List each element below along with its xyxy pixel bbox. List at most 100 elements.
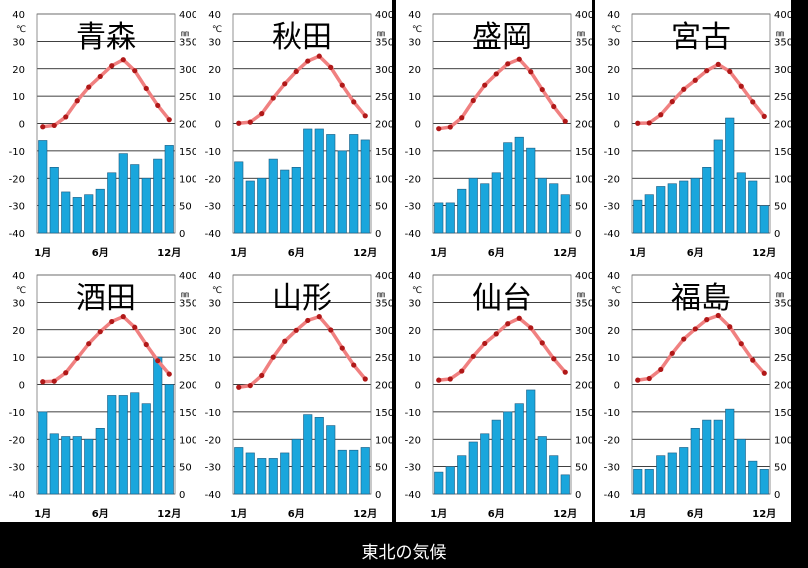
temp-tick-label: 40 (607, 271, 620, 282)
precip-bar-month-4 (468, 177, 478, 234)
temp-unit-label: ℃ (611, 25, 621, 35)
precip-tick-label: 0 (179, 229, 185, 240)
chart-panel-4: 403020100-10-20-30-40℃400350300250200150… (595, 0, 793, 261)
precip-tick-label: 50 (375, 202, 388, 213)
precip-tick-label: 400 (179, 10, 198, 21)
temp-tick-label: 40 (408, 10, 421, 21)
temp-point-month-7 (505, 61, 511, 67)
precip-bar-month-3 (257, 177, 267, 234)
temp-point-month-1 (236, 120, 242, 126)
temp-tick-label: 0 (215, 120, 221, 131)
precip-tick-label: 350 (575, 37, 594, 48)
precip-bar-month-6 (95, 188, 105, 234)
precip-tick-label: 250 (774, 92, 793, 103)
temp-point-month-8 (316, 53, 322, 59)
temp-point-month-11 (750, 357, 756, 363)
chart-title: 山形 (272, 281, 332, 316)
temp-point-month-10 (143, 341, 149, 348)
temp-point-month-3 (259, 372, 265, 379)
month-tick-label: 6月 (687, 508, 704, 520)
precip-bar-month-12 (360, 139, 370, 234)
temp-point-month-11 (351, 362, 357, 368)
precip-tick-label: 0 (575, 490, 581, 501)
month-tick-label: 12月 (752, 247, 776, 259)
temp-point-month-12 (761, 113, 767, 119)
temp-tick-label: 30 (208, 298, 221, 309)
temp-point-month-8 (715, 312, 721, 319)
precip-bar-month-12 (164, 145, 174, 234)
chart-panel-1: 403020100-10-20-30-40℃400350300250200150… (0, 0, 198, 261)
precip-bar-month-3 (257, 458, 267, 495)
precip-bar-month-6 (491, 172, 501, 234)
precip-bar-month-11 (349, 134, 359, 234)
precip-tick-label: 50 (575, 463, 588, 474)
precip-bar-month-5 (679, 447, 689, 495)
temp-tick-label: 30 (12, 37, 25, 48)
precip-tick-label: 50 (179, 202, 192, 213)
month-tick-label: 1月 (230, 247, 247, 259)
temp-tick-label: 20 (607, 65, 620, 76)
temp-point-month-8 (516, 56, 522, 62)
temp-point-month-5 (681, 336, 687, 342)
precip-tick-label: 150 (179, 408, 198, 419)
precip-tick-label: 0 (774, 490, 780, 501)
precip-tick-label: 350 (179, 298, 198, 309)
precip-bar-month-5 (84, 438, 94, 495)
month-tick-label: 6月 (488, 508, 505, 520)
temp-point-month-3 (63, 370, 69, 376)
precip-unit-label: ㎜ (181, 29, 189, 38)
precip-tick-label: 400 (774, 271, 793, 282)
temp-tick-label: -10 (9, 408, 25, 419)
precip-bar-month-3 (61, 191, 71, 234)
temp-tick-label: 10 (607, 353, 620, 364)
precip-bar-month-2 (245, 452, 255, 495)
precip-tick-label: 150 (575, 147, 594, 158)
temp-unit-label: ℃ (412, 286, 422, 296)
precip-tick-label: 250 (375, 353, 394, 364)
precip-bar-month-2 (644, 469, 654, 495)
temp-point-month-2 (646, 375, 652, 382)
precip-unit-label: ㎜ (577, 290, 585, 299)
precip-tick-label: 100 (375, 435, 394, 446)
temp-point-month-12 (362, 113, 368, 119)
precip-bar-month-9 (526, 147, 536, 234)
precip-bar-month-4 (268, 158, 278, 234)
temp-point-month-10 (539, 340, 545, 346)
temp-point-month-6 (97, 73, 103, 80)
temp-point-month-3 (63, 114, 69, 120)
temp-point-month-4 (470, 97, 476, 104)
month-tick-label: 12月 (157, 508, 181, 520)
precip-tick-label: 0 (179, 490, 185, 501)
temp-point-month-2 (447, 124, 453, 130)
precip-tick-label: 150 (575, 408, 594, 419)
precip-bar-month-8 (118, 153, 128, 234)
precip-bar-month-1 (234, 447, 244, 495)
precip-unit-label: ㎜ (577, 29, 585, 38)
temp-tick-label: 30 (607, 37, 620, 48)
month-tick-label: 12月 (157, 247, 181, 259)
temp-tick-label: -10 (405, 408, 421, 419)
plot-border (432, 13, 572, 234)
temp-tick-label: -40 (405, 490, 421, 501)
precip-bar-month-9 (130, 392, 140, 495)
precip-bar-month-8 (514, 403, 524, 495)
temp-point-month-5 (482, 82, 488, 88)
temp-tick-label: -20 (205, 174, 221, 185)
precip-bar-month-7 (303, 128, 313, 234)
temp-tick-label: -10 (9, 147, 25, 158)
precip-bar-month-4 (667, 183, 677, 234)
temp-point-month-7 (704, 68, 710, 74)
precip-bar-month-9 (725, 117, 735, 234)
temp-tick-label: -40 (205, 490, 221, 501)
precip-bar-month-6 (291, 167, 301, 234)
plot-border (631, 13, 771, 234)
temp-point-month-1 (40, 124, 46, 130)
temp-point-month-12 (166, 371, 172, 377)
temp-tick-label: -20 (9, 174, 25, 185)
precip-bar-month-12 (560, 474, 570, 495)
temp-unit-label: ℃ (611, 286, 621, 296)
precip-bar-month-6 (690, 427, 700, 495)
temp-point-month-9 (528, 325, 534, 331)
precip-bar-month-2 (445, 202, 455, 234)
temp-point-month-10 (738, 83, 744, 89)
